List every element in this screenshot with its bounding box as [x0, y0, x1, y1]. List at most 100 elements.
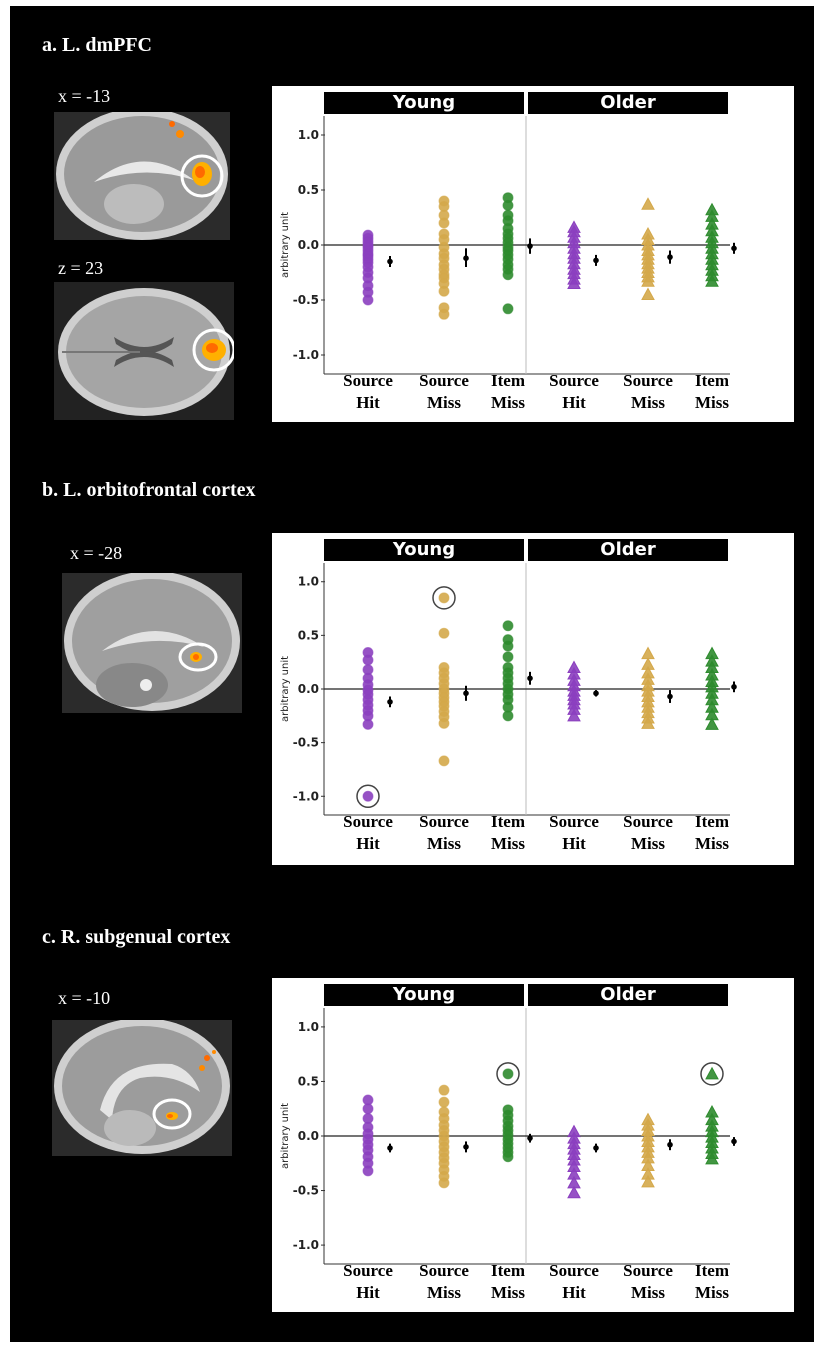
- y-tick-label: 0.0: [298, 1129, 319, 1143]
- data-point: [705, 717, 719, 730]
- category-label: Miss: [631, 393, 665, 412]
- y-tick-label: 0.5: [298, 1074, 319, 1088]
- chart-b-plot: arbitrary unit 1.0 0.5 0.0 -0.5 -1.0 Source Hit…: [280, 563, 737, 853]
- category-label: Source: [343, 1261, 393, 1280]
- y-tick-label: -0.5: [293, 736, 319, 750]
- mean-point: [527, 1135, 533, 1141]
- series-older-item-miss: [705, 646, 737, 730]
- category-label: Source: [343, 371, 393, 390]
- y-tick-label: 1.0: [298, 1020, 319, 1034]
- series-older-item-miss: [705, 1066, 737, 1165]
- highlight-ring: [700, 1062, 724, 1086]
- category-label: Source: [419, 1261, 469, 1280]
- series-young-item-miss: [502, 192, 533, 315]
- category-label: Item: [695, 1261, 729, 1280]
- y-axis-label: arbitrary unit: [280, 212, 291, 278]
- y-tick-label: -0.5: [293, 293, 319, 307]
- figure: a. L. dmPFC x = -13 z = 23 a: [10, 6, 814, 1342]
- facet-label-young: Young: [324, 92, 524, 114]
- data-point: [362, 790, 374, 802]
- facet-label-young: Young: [324, 984, 524, 1006]
- data-point: [362, 718, 374, 730]
- category-label: Source: [419, 371, 469, 390]
- series-older-source-hit: [567, 1124, 599, 1199]
- data-point: [567, 276, 581, 289]
- data-point: [502, 269, 514, 281]
- category-label: Source: [623, 1261, 673, 1280]
- panel-b-title: b. L. orbitofrontal cortex: [42, 479, 256, 501]
- category-label: Miss: [695, 834, 729, 853]
- category-label: Hit: [562, 393, 586, 412]
- coord-label: x = -13: [58, 86, 111, 106]
- data-point: [438, 217, 450, 229]
- series-older-source-miss: [641, 1112, 673, 1188]
- data-point: [705, 1066, 719, 1080]
- category-label: Item: [491, 371, 525, 390]
- data-point: [502, 1151, 514, 1163]
- data-point: [567, 1185, 581, 1199]
- y-tick-label: 0.0: [298, 238, 319, 252]
- data-point: [438, 1096, 450, 1108]
- category-label: Hit: [356, 1283, 380, 1302]
- data-point: [438, 285, 450, 297]
- mean-point: [731, 1138, 737, 1145]
- series-young-source-miss: [438, 1084, 469, 1189]
- mean-point: [667, 693, 673, 700]
- y-axis-label: arbitrary unit: [280, 1103, 291, 1169]
- mean-point: [593, 257, 599, 264]
- data-point: [705, 1151, 719, 1165]
- brain-axial-scan-icon: [54, 282, 234, 420]
- category-label: Item: [491, 812, 525, 831]
- category-label: Hit: [356, 393, 380, 412]
- data-point: [438, 1177, 450, 1189]
- category-label: Item: [491, 1261, 525, 1280]
- mean-point: [387, 258, 393, 265]
- facet-label-older: Older: [528, 92, 728, 114]
- mean-point: [527, 243, 533, 249]
- data-point: [438, 627, 450, 639]
- series-young-source-miss: [438, 195, 469, 320]
- data-point: [641, 646, 655, 660]
- category-label: Miss: [427, 393, 461, 412]
- mean-point: [593, 690, 599, 697]
- data-point: [567, 708, 581, 722]
- data-point: [641, 274, 655, 287]
- category-label: Miss: [491, 834, 525, 853]
- brain-sagittal-scan-icon: [54, 112, 230, 240]
- category-label: Hit: [356, 834, 380, 853]
- category-label: Source: [549, 1261, 599, 1280]
- data-point: [705, 274, 719, 287]
- category-label: Miss: [695, 1283, 729, 1302]
- coord-label: x = -10: [58, 988, 111, 1008]
- mean-point: [387, 1145, 393, 1151]
- category-label: Source: [549, 371, 599, 390]
- category-label: Source: [549, 812, 599, 831]
- data-point: [641, 1174, 655, 1188]
- series-young-source-hit: [362, 229, 393, 306]
- mean-point: [667, 1141, 673, 1148]
- data-point: [362, 1103, 374, 1115]
- y-tick-label: -1.0: [293, 1238, 319, 1252]
- y-tick-label: 1.0: [298, 575, 319, 589]
- y-tick-label: -0.5: [293, 1184, 319, 1198]
- series-young-source-hit: [362, 647, 393, 802]
- data-point: [362, 654, 374, 666]
- panel-c-title: c. R. subgenual cortex: [42, 926, 231, 948]
- category-label: Miss: [427, 1283, 461, 1302]
- category-label: Source: [623, 812, 673, 831]
- y-tick-label: 0.5: [298, 183, 319, 197]
- chart-panel-c: arbitrary unit 1.0 0.5 0.0 -0.5 -1.0 Source Hit…: [272, 978, 794, 1312]
- data-point: [502, 620, 514, 632]
- chart-a-plot: arbitrary unit 1.0 0.5 0.0 -0.5 -1.0 Source Hit…: [280, 116, 737, 412]
- mean-point: [527, 675, 533, 682]
- data-point: [438, 308, 450, 320]
- highlight-ring: [496, 1062, 520, 1086]
- data-point: [641, 287, 655, 300]
- data-point: [438, 717, 450, 729]
- data-point: [502, 199, 514, 211]
- y-tick-label: 0.5: [298, 628, 319, 642]
- mean-point: [667, 254, 673, 260]
- highlight-ring: [356, 784, 380, 809]
- category-label: Miss: [427, 834, 461, 853]
- category-label: Item: [695, 371, 729, 390]
